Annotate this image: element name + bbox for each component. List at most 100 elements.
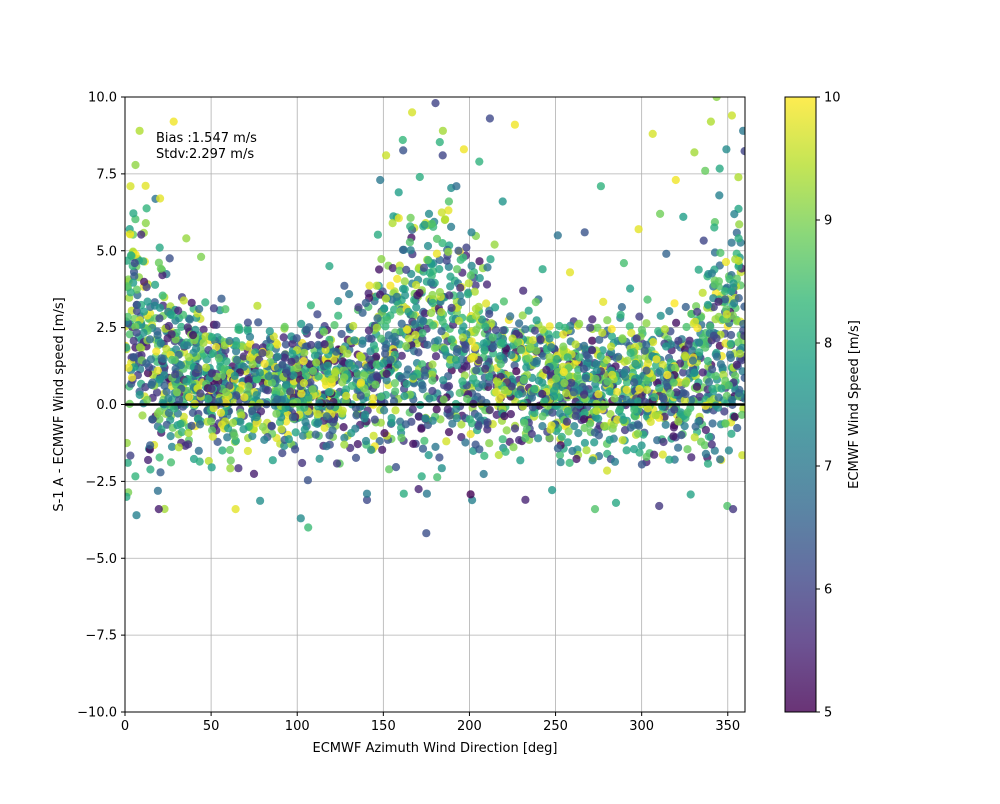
data-point (579, 390, 589, 399)
data-point (182, 377, 191, 386)
data-point (580, 438, 590, 448)
data-point (361, 410, 370, 419)
data-point (426, 308, 436, 318)
data-point (637, 325, 647, 334)
data-point (602, 355, 611, 364)
data-point (732, 360, 741, 369)
data-point (515, 319, 524, 328)
data-point (452, 348, 461, 357)
data-point (656, 209, 665, 218)
data-point (301, 371, 310, 380)
data-point (552, 330, 561, 339)
data-point (232, 391, 241, 400)
data-point (298, 431, 308, 440)
data-point (391, 463, 401, 472)
data-point (572, 454, 581, 464)
colorbar-tick-label: 8 (824, 337, 832, 352)
data-point (482, 299, 491, 308)
data-point (642, 319, 651, 328)
data-point (520, 418, 529, 427)
data-point (610, 457, 620, 466)
data-point (444, 428, 454, 437)
data-point (322, 412, 331, 421)
data-point (642, 376, 651, 385)
data-point (384, 331, 393, 340)
data-point (234, 464, 243, 473)
data-point (729, 505, 738, 514)
data-point (239, 425, 248, 434)
data-point (445, 291, 454, 300)
data-point (296, 514, 305, 523)
data-point (143, 297, 152, 306)
y-tick-label: 7.5 (96, 167, 117, 182)
data-point (570, 422, 579, 431)
data-point (588, 456, 597, 465)
data-point (212, 320, 221, 329)
data-point (126, 288, 135, 297)
data-point (684, 340, 693, 349)
data-point (672, 388, 681, 397)
data-point (408, 405, 417, 414)
data-point (563, 407, 573, 416)
data-point (642, 366, 651, 375)
data-point (279, 333, 288, 342)
data-point (524, 306, 533, 315)
data-point (643, 295, 652, 304)
data-point (280, 441, 289, 450)
data-point (637, 441, 646, 450)
data-point (725, 350, 735, 359)
data-point (693, 324, 702, 333)
data-point (399, 489, 408, 498)
data-point (471, 311, 481, 320)
data-point (248, 360, 257, 369)
data-point (382, 376, 391, 385)
data-point (716, 248, 725, 257)
data-point (475, 157, 484, 166)
data-point (207, 463, 216, 472)
data-point (204, 456, 213, 466)
y-tick-label: 2.5 (96, 321, 117, 336)
data-point (651, 411, 660, 420)
data-point (248, 407, 257, 416)
data-point (739, 319, 745, 329)
data-point (733, 317, 742, 326)
data-point (677, 431, 686, 440)
data-point (563, 438, 573, 447)
data-point (350, 364, 359, 373)
data-point (208, 426, 217, 435)
x-axis-title: ECMWF Azimuth Wind Direction [deg] (313, 741, 558, 756)
data-point (730, 210, 739, 219)
data-point (596, 182, 606, 191)
data-point (521, 495, 530, 504)
data-point (431, 352, 441, 361)
data-point (565, 268, 575, 277)
data-point (701, 425, 711, 435)
y-tick-label: 10.0 (88, 91, 117, 106)
data-point (608, 370, 617, 379)
data-point (351, 453, 361, 462)
data-point (442, 256, 451, 265)
data-point (380, 429, 389, 438)
data-point (458, 333, 467, 342)
data-point (655, 384, 664, 393)
data-point (700, 441, 710, 450)
data-point (420, 309, 430, 318)
data-point (690, 433, 699, 442)
data-point (254, 318, 263, 327)
data-point (347, 429, 356, 438)
data-point (400, 277, 409, 286)
data-point (397, 433, 406, 443)
data-point (260, 359, 269, 368)
data-point (444, 197, 453, 206)
data-point (393, 274, 402, 283)
data-point (627, 328, 636, 338)
data-point (575, 319, 584, 328)
data-point (147, 380, 156, 389)
data-point (567, 378, 576, 387)
data-point (652, 361, 661, 370)
data-point (224, 424, 233, 433)
data-point (388, 219, 397, 228)
data-point (715, 164, 724, 173)
data-point (674, 417, 683, 426)
data-point (430, 343, 439, 353)
